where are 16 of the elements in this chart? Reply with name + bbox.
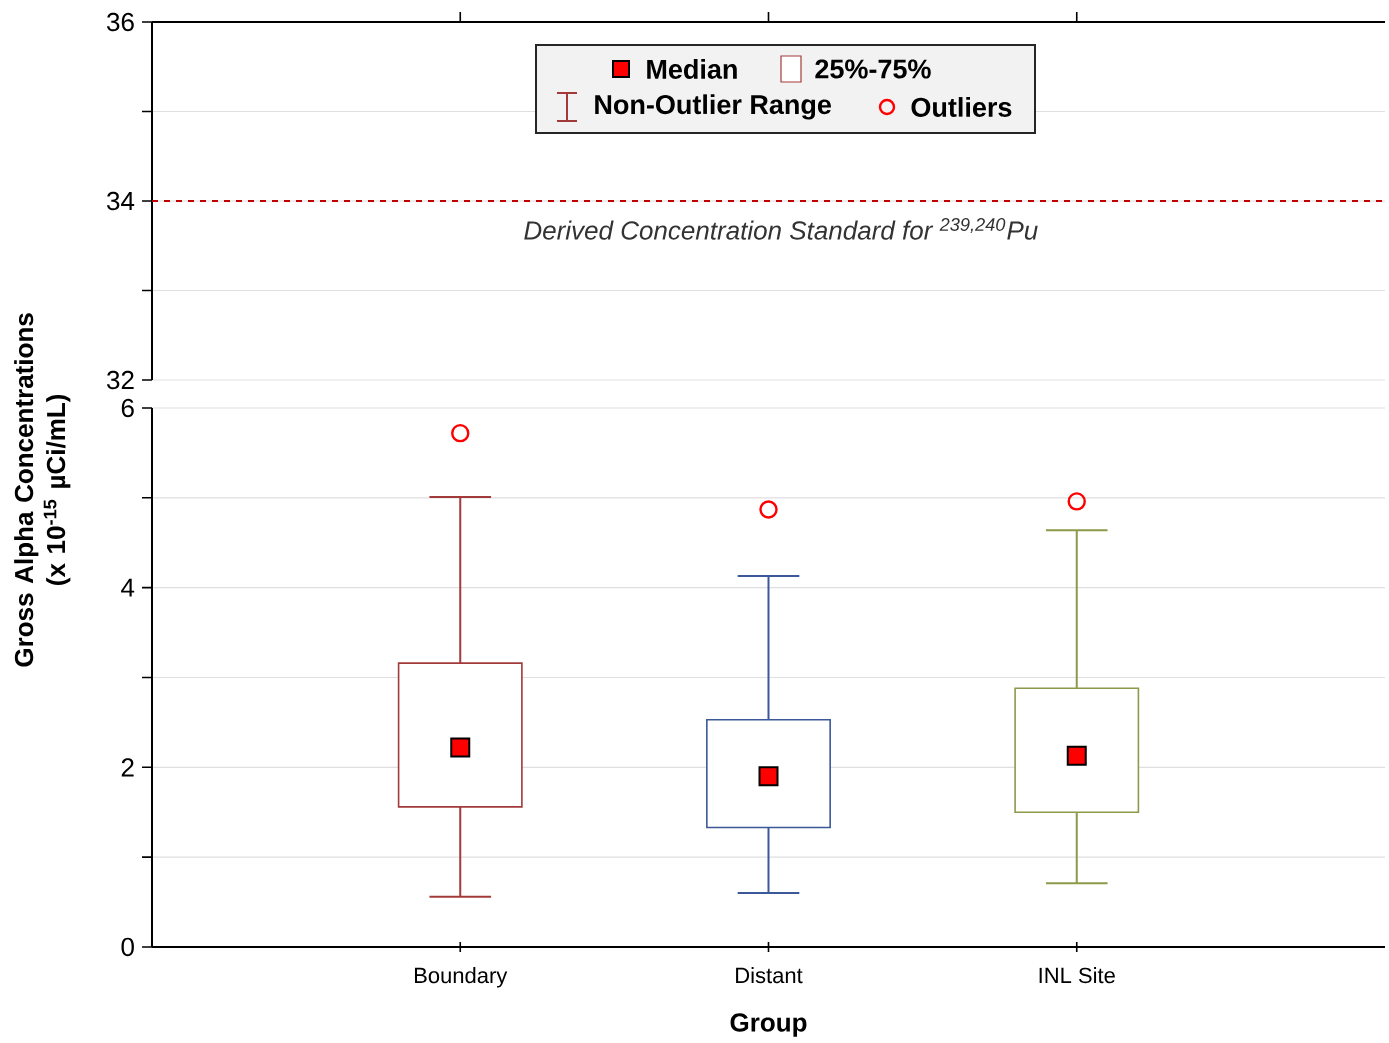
- annotation: Median: [647, 59, 737, 79]
- y-tick-label: 32: [107, 370, 134, 390]
- y-tick-label: 2: [121, 758, 134, 777]
- y-tick-label: 0: [121, 937, 134, 957]
- annotation: Outliers: [911, 97, 1012, 117]
- annotation: Non-Outlier Range: [595, 94, 831, 120]
- x-tick-label: Distant: [736, 967, 803, 984]
- ref-line-label: Derived Concentration Standard for $^{239,240}$Pu: [524, 218, 1038, 240]
- x-axis-title: Group: [730, 1013, 807, 1037]
- x-tick-label: Boundary: [414, 967, 508, 988]
- y-tick-label: 4: [121, 578, 135, 597]
- y-tick-label: 36: [107, 12, 134, 32]
- y-tick-label: 6: [121, 398, 134, 418]
- y-tick-label: 34: [107, 191, 135, 211]
- annotation: 25%-75%: [815, 59, 931, 79]
- x-tick-label: INL Site: [1039, 967, 1115, 984]
